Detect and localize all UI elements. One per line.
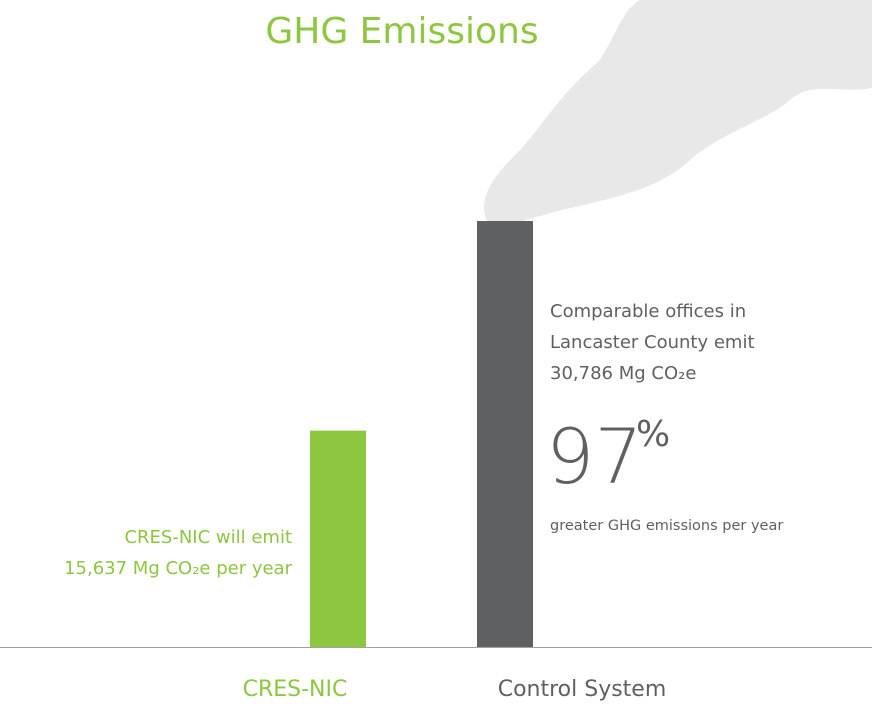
smoke (484, 0, 872, 230)
annotation: Lancaster County emit (550, 332, 755, 353)
annotation: Comparable offices in (550, 301, 746, 322)
highlight-symbol: % (636, 414, 670, 455)
bar (477, 221, 533, 647)
chart-title: GHG Emissions (265, 11, 538, 52)
bar (310, 431, 366, 647)
highlight-caption: greater GHG emissions per year (550, 518, 783, 534)
chart: GHG Emissions CRES-NIC Control System CRES… (0, 0, 872, 707)
annotation: CRES-NIC will emit (124, 527, 292, 548)
annotation: 30,786 Mg CO₂e (550, 363, 696, 384)
annotation: 15,637 Mg CO₂e per year (64, 558, 293, 579)
category-label: CRES-NIC (243, 677, 348, 702)
highlight-number: 97 (546, 412, 643, 501)
category-label: Control System (498, 677, 667, 702)
